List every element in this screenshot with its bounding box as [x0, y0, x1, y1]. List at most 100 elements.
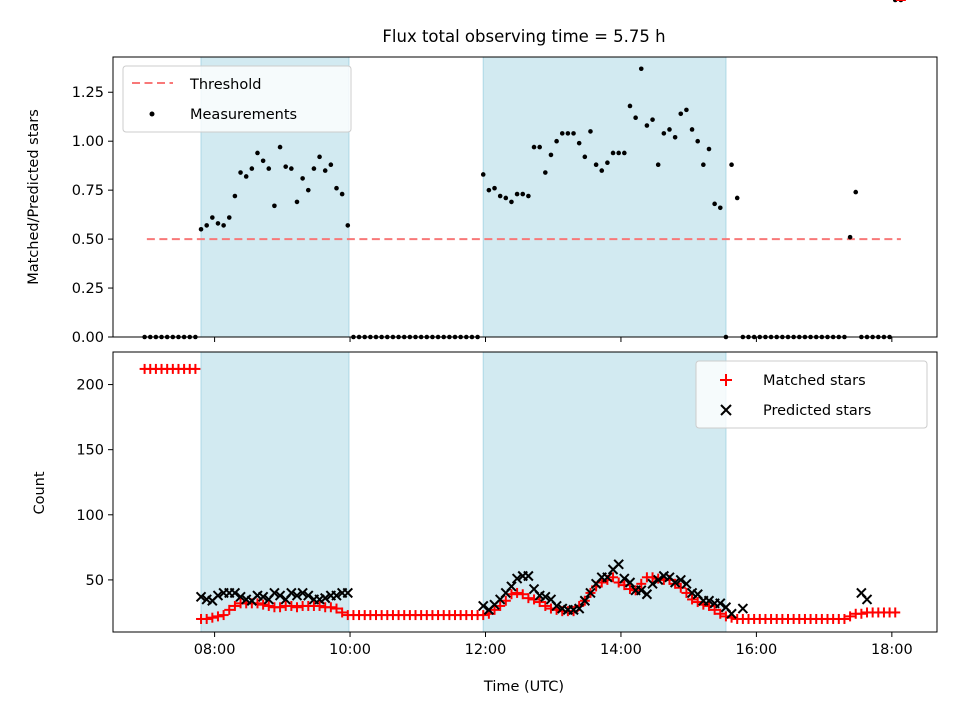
legend-predicted-swatch: [720, 404, 732, 416]
marker-stroke: [257, 591, 269, 603]
predicted-star-marker: [523, 570, 534, 582]
observing-window: [200, 351, 350, 633]
predicted-star-marker: [286, 587, 297, 599]
measurement-point: [605, 160, 610, 166]
predicted-star-marker: [540, 591, 551, 603]
x-tick-label: 10:00: [329, 642, 371, 658]
measurement-point: [221, 223, 226, 228]
measurement-point: [588, 129, 593, 134]
matched-star-marker: [890, 607, 901, 618]
measurement-point: [334, 185, 339, 191]
matched-star-marker: [845, 611, 856, 622]
marker-stroke: [478, 600, 489, 612]
measurement-point: [582, 154, 588, 160]
matched-star-marker: [517, 589, 528, 600]
marker-stroke: [703, 595, 715, 606]
predicted-star-marker: [511, 573, 523, 584]
matched-star-marker: [715, 608, 726, 619]
count-legend-box: [695, 360, 928, 429]
legend-matched-swatch: [720, 374, 732, 386]
measurement-point: [853, 189, 859, 195]
ratio-panel-frame: [112, 56, 938, 338]
measurement-point: [514, 191, 520, 197]
matched-star-marker: [207, 612, 218, 623]
marker-stroke: [201, 594, 212, 605]
marker-stroke: [726, 608, 737, 619]
count-panel-frame: [112, 351, 938, 633]
legend-measurements-swatch: [149, 111, 155, 117]
marker-stroke: [641, 589, 653, 600]
marker-stroke: [511, 573, 523, 584]
measurement-point: [548, 152, 554, 158]
matched-star-marker: [291, 602, 302, 613]
measurement-point: [272, 203, 277, 209]
y-tick-label: 0.00: [72, 330, 104, 346]
measurement-point: [210, 215, 215, 220]
measurement-point: [322, 168, 328, 173]
predicted-star-marker: [602, 572, 613, 583]
matched-star-marker: [608, 572, 619, 583]
marker-stroke: [652, 574, 664, 586]
y-tick-label: 0.75: [72, 183, 104, 199]
predicted-star-marker: [212, 590, 224, 601]
measurement-point: [345, 223, 351, 228]
marker-stroke: [557, 603, 568, 614]
marker-stroke: [551, 600, 562, 612]
measurement-point: [622, 150, 627, 156]
marker-stroke: [291, 590, 303, 601]
measurement-point: [492, 185, 497, 191]
measurement-point: [734, 195, 740, 201]
measurement-point: [198, 227, 204, 232]
measurement-point: [593, 162, 599, 167]
predicted-star-marker: [235, 591, 246, 603]
matched-star-marker: [534, 597, 545, 608]
x-tick-label: 14:00: [600, 642, 642, 658]
marker-stroke: [658, 570, 670, 582]
measurement-point: [480, 172, 486, 177]
count-y-ticks: 50 100 150 200: [76, 378, 113, 589]
measurement-point: [684, 107, 689, 113]
x-tick-label: 12:00: [465, 642, 507, 658]
marker-stroke: [286, 587, 297, 599]
predicted-star-marker: [861, 594, 873, 605]
marker-stroke: [252, 590, 263, 601]
matched-star-marker: [540, 600, 551, 611]
measurement-point: [847, 234, 853, 240]
predicted-star-marker: [703, 595, 715, 606]
matched-star-marker: [331, 603, 342, 614]
matched-star-marker: [681, 587, 692, 598]
marker-stroke: [585, 587, 596, 599]
y-tick-label: 0.25: [72, 281, 104, 297]
measurement-point: [576, 140, 582, 146]
measurement-point: [672, 134, 678, 140]
measurement-point: [283, 164, 289, 169]
predicted-star-marker: [269, 587, 280, 599]
measurement-point: [232, 193, 238, 199]
ratio-y-axis-label: Matched/Predicted stars: [26, 109, 42, 285]
predicted-stars-series: [195, 559, 873, 619]
measurement-point: [520, 191, 526, 197]
marker-stroke: [647, 578, 658, 590]
marker-stroke: [573, 603, 585, 614]
measurement-point: [565, 131, 571, 136]
measurement-point: [503, 195, 509, 201]
measurement-point: [667, 127, 672, 132]
predicted-star-marker: [579, 595, 591, 606]
marker-stroke: [675, 574, 686, 586]
marker-stroke: [545, 594, 557, 605]
measurement-point: [537, 144, 542, 150]
marker-stroke: [274, 590, 286, 601]
marker-stroke: [506, 581, 517, 592]
x-tick-label: 16:00: [735, 642, 777, 658]
measurement-point: [543, 170, 548, 175]
measurement-point: [689, 127, 695, 132]
marker-stroke: [331, 590, 342, 601]
measurement-point: [706, 146, 712, 152]
matched-star-marker: [314, 600, 325, 611]
y-tick-label: 100: [76, 508, 104, 524]
measurement-point: [610, 150, 616, 156]
predicted-star-marker: [737, 603, 749, 614]
measurement-point: [255, 150, 260, 156]
count-panel: 50 100 150 200 08:00 10:00 12:00 14:00 16:00 18:…: [32, 0, 938, 695]
